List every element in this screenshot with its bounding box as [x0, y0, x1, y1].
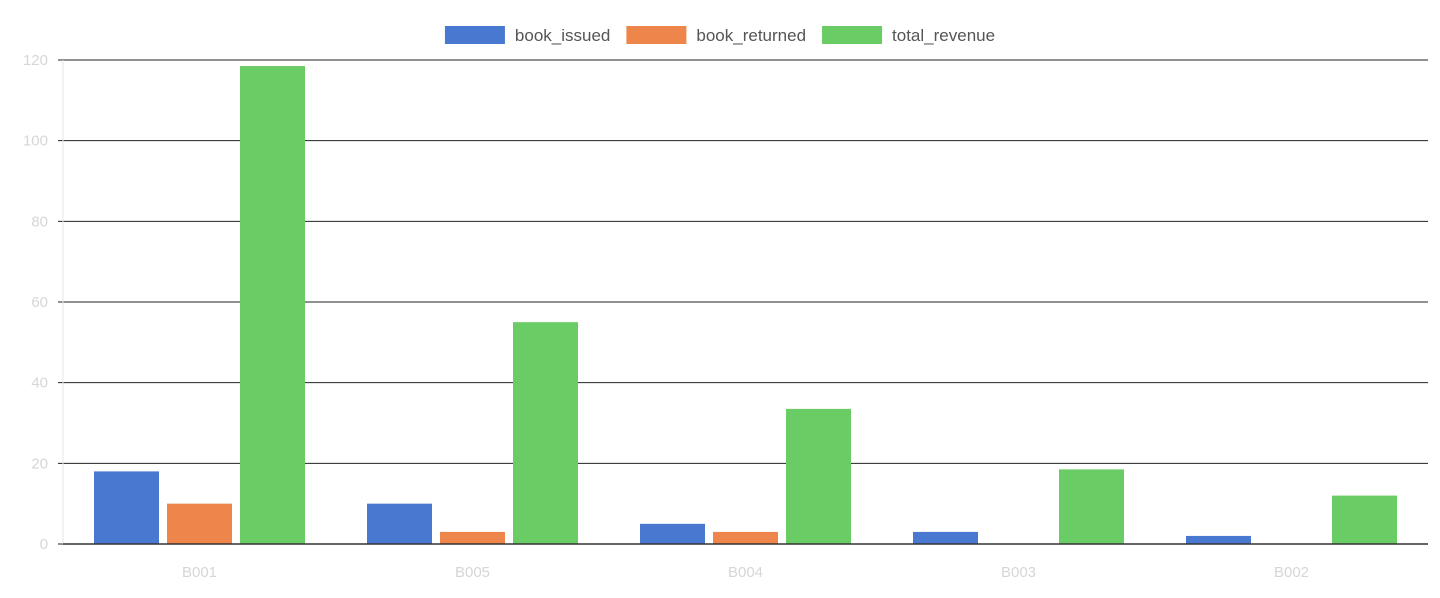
x-tick-label: B004: [728, 564, 763, 581]
legend-swatch: [444, 26, 505, 44]
legend-item-book_issued[interactable]: book_issued: [444, 26, 610, 45]
bar-total_revenue-B003: [1059, 469, 1124, 544]
bar-book_returned-B004: [713, 531, 778, 544]
y-tick-label: 40: [31, 375, 48, 392]
legend-label: book_returned: [696, 26, 806, 45]
bars: [94, 66, 1397, 545]
x-tick-label: B005: [455, 564, 490, 581]
legend-item-book_returned[interactable]: book_returned: [626, 26, 806, 45]
bar-book_returned-B001: [167, 503, 232, 544]
legend-item-total_revenue[interactable]: total_revenue: [822, 26, 995, 45]
bar-total_revenue-B001: [240, 66, 305, 545]
legend: book_issued book_returned total_revenue: [444, 26, 995, 45]
y-tick-label: 0: [40, 536, 48, 553]
y-tick-label: 20: [31, 455, 48, 472]
bar-total_revenue-B005: [513, 322, 578, 544]
legend-swatch: [626, 26, 687, 44]
y-tick-label: 100: [23, 133, 48, 150]
bar-book_issued-B004: [640, 523, 705, 544]
x-tick-label: B001: [182, 564, 217, 581]
y-tick-label: 60: [31, 294, 48, 311]
x-tick-label: B002: [1274, 564, 1309, 581]
legend-label: total_revenue: [892, 26, 995, 45]
y-tick-label: 80: [31, 213, 48, 230]
bar-total_revenue-B002: [1332, 495, 1397, 544]
legend-swatch: [822, 26, 883, 44]
y-axis: 0 20 40 60 80 100 120: [23, 52, 64, 553]
y-tick-label: 120: [23, 52, 48, 69]
bar-book_issued-B005: [367, 503, 432, 544]
bar-total_revenue-B004: [786, 408, 851, 544]
x-tick-label: B003: [1001, 564, 1036, 581]
bar-book_returned-B005: [440, 531, 505, 544]
bar-book_issued-B002: [1186, 535, 1251, 544]
bar-book_issued-B003: [913, 531, 978, 544]
legend-label: book_issued: [515, 26, 610, 45]
bar-book_issued-B001: [94, 471, 159, 544]
x-axis: B001 B005 B004 B003 B002: [63, 543, 1428, 581]
